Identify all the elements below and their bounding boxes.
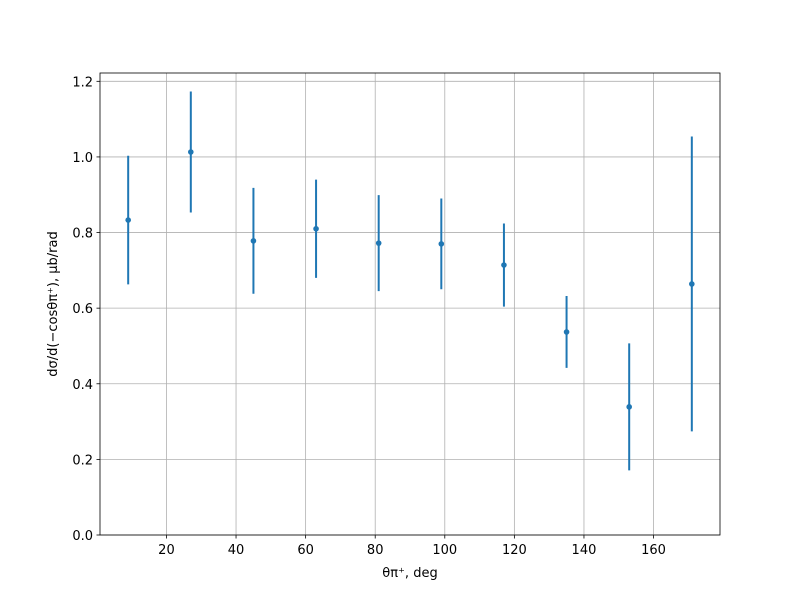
data-point	[188, 149, 194, 155]
x-tick-label: 100	[432, 543, 457, 558]
data-point	[689, 281, 695, 287]
x-tick-label: 80	[367, 543, 384, 558]
data-point	[250, 238, 257, 244]
y-tick-label: 0.6	[72, 302, 93, 317]
y-tick-label: 0.8	[72, 227, 93, 242]
y-tick-label: 0.2	[72, 453, 93, 468]
plot-frame	[99, 72, 721, 536]
y-tick-label: 0.4	[72, 378, 93, 393]
data-point	[125, 217, 131, 223]
data-point	[313, 225, 319, 232]
x-tick-label: 20	[158, 543, 175, 558]
y-tick-label: 0.0	[72, 529, 93, 544]
data-point	[375, 240, 382, 246]
x-tick-label: 40	[228, 543, 245, 558]
data-point	[438, 241, 445, 247]
data-point	[626, 404, 632, 410]
data-point	[563, 329, 570, 335]
x-axis-label: θπ⁺, deg	[382, 566, 437, 581]
data-point	[501, 262, 507, 268]
x-tick-label: 160	[641, 543, 666, 558]
x-tick-label: 120	[502, 543, 527, 558]
y-tick-label: 1.2	[72, 75, 93, 90]
x-tick-label: 140	[572, 543, 597, 558]
y-axis-label: dσ/d(−cosθπ⁺), μb/rad	[46, 231, 61, 376]
y-tick-label: 1.0	[72, 151, 93, 166]
x-tick-label: 60	[297, 543, 314, 558]
